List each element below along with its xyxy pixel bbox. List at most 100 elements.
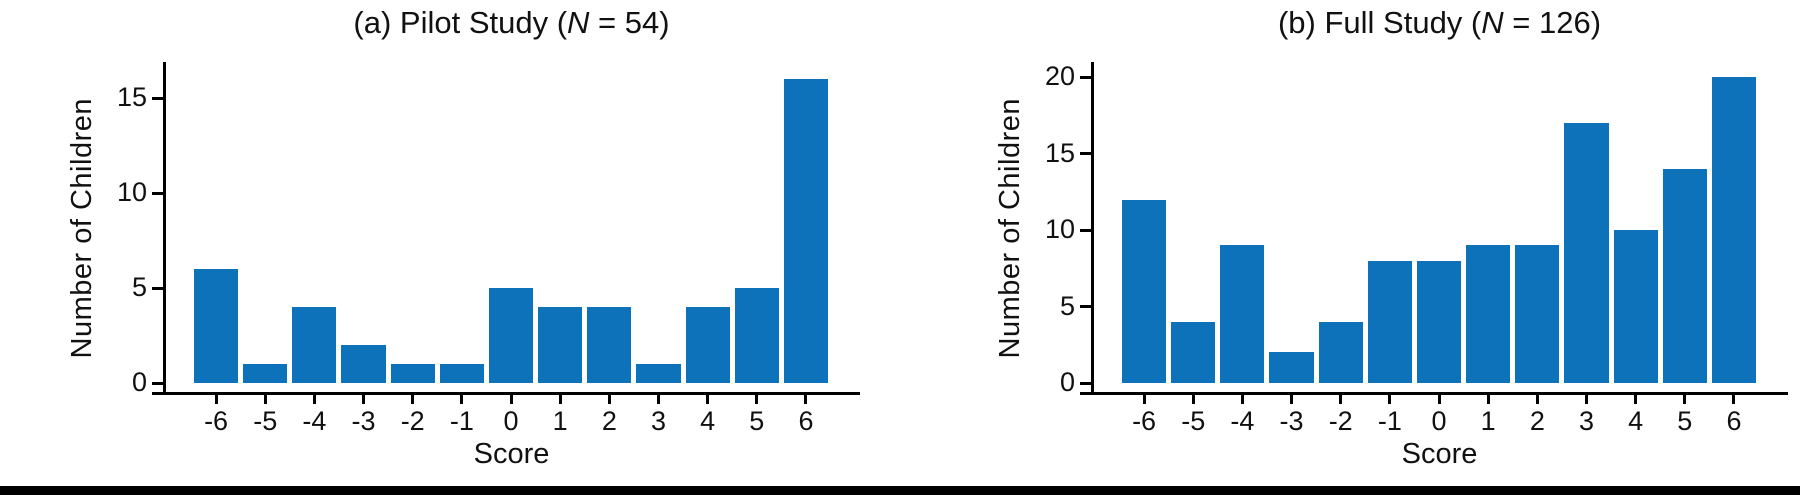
chart-title-prefix: (b) Full Study ( (1277, 5, 1482, 40)
chart-title: (b) Full Study (N = 126) (1091, 2, 1788, 44)
x-tick-label: -4 (302, 406, 327, 436)
bar-score-3 (1564, 123, 1609, 383)
y-tick-label-10: 10 (116, 177, 147, 208)
x-tick-mark (1339, 395, 1343, 404)
x-tick-label: 3 (1578, 406, 1594, 436)
x-tick-mark (460, 395, 464, 404)
x-tick-label: 6 (798, 406, 814, 436)
x-tick-label: -2 (1328, 406, 1353, 436)
chart-title-suffix: = 54) (589, 5, 670, 40)
x-tick--2: -2 (1319, 395, 1363, 436)
plot-area (1080, 62, 1788, 395)
bar-score--1 (439, 364, 484, 383)
x-tick-2: 2 (1515, 395, 1559, 436)
x-tick-mark (411, 395, 415, 404)
y-axis: 0 5 10 15 (105, 62, 163, 397)
x-tick-mark (706, 395, 710, 404)
x-tick-label: 0 (1431, 406, 1447, 436)
x-tick-mark (656, 395, 660, 404)
chart-panel-pilot-study: (a) Pilot Study (N = 54) Number of Child… (60, 2, 860, 471)
x-axis-line (152, 392, 860, 395)
x-tick-label: 3 (650, 406, 666, 436)
y-axis-title-text: Number of Children (994, 98, 1026, 359)
y-axis-title: Number of Children (60, 62, 105, 395)
x-ticks: -6 -5 -4 -3 -2 -1 0 1 2 3 4 5 6 (1122, 395, 1756, 436)
bar-score--6 (194, 269, 239, 383)
bar-score--2 (390, 364, 435, 383)
x-tick--1: -1 (440, 395, 484, 436)
x-tick-mark (1584, 395, 1588, 404)
x-tick-mark (558, 395, 562, 404)
x-tick-mark (263, 395, 267, 404)
x-tick-6: 6 (1712, 395, 1756, 436)
y-tick-mark-15 (152, 96, 163, 100)
y-tick-mark-0 (152, 381, 163, 385)
x-tick--4: -4 (1220, 395, 1264, 436)
x-tick-6: 6 (784, 395, 828, 436)
bar-score-1 (538, 307, 583, 383)
plot-area (152, 62, 860, 395)
x-tick-mark (362, 395, 366, 404)
x-tick-mark (1683, 395, 1687, 404)
chart-title-n-symbol: N (1481, 5, 1504, 40)
x-tick--1: -1 (1368, 395, 1412, 436)
bar-score--6 (1122, 200, 1167, 383)
y-tick-label-15: 15 (1044, 137, 1075, 168)
bar-score--2 (1318, 322, 1363, 383)
x-tick-mark (804, 395, 808, 404)
y-tick-label-15: 15 (116, 82, 147, 113)
x-tick-mark (509, 395, 513, 404)
y-tick-mark-5 (1080, 305, 1091, 309)
bar-score--3 (341, 345, 386, 383)
y-tick-label-5: 5 (131, 272, 147, 303)
x-tick-label: 4 (1628, 406, 1644, 436)
x-tick-label: 2 (601, 406, 617, 436)
y-tick-label-0: 0 (1059, 367, 1075, 397)
x-tick-label: 6 (1726, 406, 1742, 436)
bar-score-6 (1711, 77, 1757, 383)
y-axis-title-text: Number of Children (66, 98, 98, 359)
x-tick-5: 5 (1663, 395, 1707, 436)
bars (194, 62, 829, 383)
x-tick-4: 4 (686, 395, 730, 436)
x-tick-label: 1 (1480, 406, 1496, 436)
x-tick-label: -1 (449, 406, 474, 436)
x-tick-label: -3 (1279, 406, 1304, 436)
x-axis-title: Score (1401, 438, 1478, 470)
bar-score-0 (1416, 261, 1462, 383)
x-tick--5: -5 (243, 395, 287, 436)
x-tick-mark (1535, 395, 1539, 404)
charts-row: (a) Pilot Study (N = 54) Number of Child… (60, 2, 1788, 471)
y-axis-line (163, 62, 166, 395)
x-tick--2: -2 (391, 395, 435, 436)
x-tick-mark (1142, 395, 1146, 404)
y-axis: 0 5 10 15 20 (1033, 62, 1091, 397)
chart-title: (a) Pilot Study (N = 54) (163, 2, 860, 44)
x-tick--6: -6 (194, 395, 238, 436)
bar-score--3 (1269, 352, 1314, 383)
x-tick-0: 0 (489, 395, 533, 436)
bar-score-5 (734, 288, 779, 383)
x-tick-label: 2 (1529, 406, 1545, 436)
bar-score--4 (1220, 245, 1265, 383)
chart-title-n-symbol: N (567, 5, 590, 40)
x-tick-mark (214, 395, 218, 404)
y-tick-label-0: 0 (131, 367, 147, 397)
figure-bottom-rule (0, 486, 1800, 495)
x-tick-label: 5 (749, 406, 765, 436)
x-tick-label: -5 (1181, 406, 1206, 436)
bar-score--1 (1367, 261, 1412, 383)
x-ticks: -6 -5 -4 -3 -2 -1 0 1 2 3 4 5 6 (194, 395, 828, 436)
x-tick-3: 3 (1564, 395, 1608, 436)
x-tick-mark (1437, 395, 1441, 404)
bar-score-1 (1466, 245, 1511, 383)
x-tick-label: 1 (552, 406, 568, 436)
x-tick-mark (1634, 395, 1638, 404)
y-tick-mark-5 (152, 286, 163, 290)
x-tick-mark (1191, 395, 1195, 404)
x-tick-4: 4 (1614, 395, 1658, 436)
chart-title-suffix: = 126) (1503, 5, 1602, 40)
y-tick-mark-20 (1080, 75, 1091, 79)
x-tick-3: 3 (636, 395, 680, 436)
